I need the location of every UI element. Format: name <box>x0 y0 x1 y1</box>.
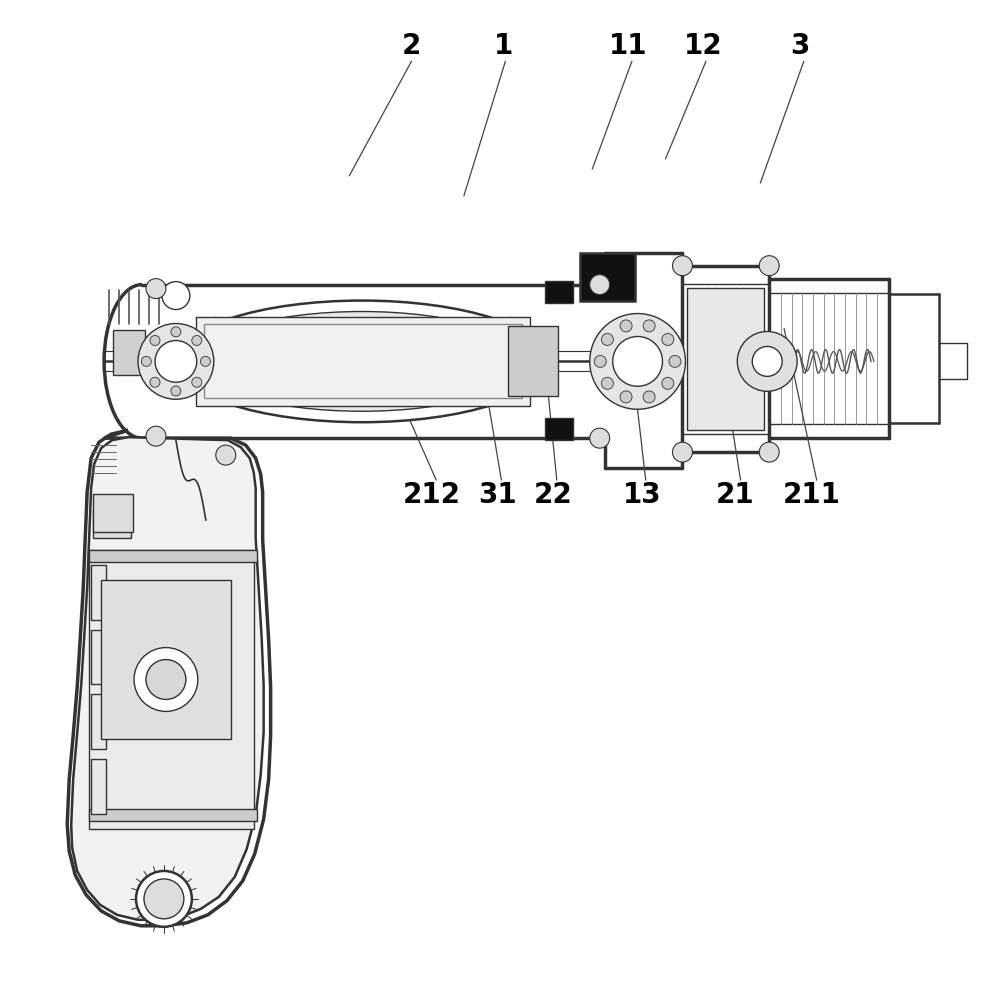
Circle shape <box>170 386 181 396</box>
Circle shape <box>136 871 192 927</box>
Circle shape <box>673 256 693 276</box>
Bar <box>89 809 257 821</box>
Text: 3: 3 <box>790 32 810 60</box>
Circle shape <box>170 327 181 337</box>
Polygon shape <box>71 437 264 920</box>
Circle shape <box>162 282 190 310</box>
Circle shape <box>142 356 152 366</box>
Circle shape <box>669 355 681 367</box>
Circle shape <box>590 314 686 409</box>
Text: 22: 22 <box>533 481 572 509</box>
Bar <box>93 494 133 532</box>
Text: 212: 212 <box>402 481 460 509</box>
Circle shape <box>155 341 197 382</box>
Bar <box>91 630 106 684</box>
Circle shape <box>150 336 160 345</box>
Bar <box>89 550 254 829</box>
Circle shape <box>216 445 236 465</box>
Bar <box>91 565 106 620</box>
Circle shape <box>620 391 632 403</box>
Circle shape <box>590 428 609 448</box>
Text: 2: 2 <box>401 32 421 60</box>
Bar <box>101 580 231 739</box>
Text: 31: 31 <box>479 481 516 509</box>
Circle shape <box>144 879 184 919</box>
Circle shape <box>150 377 160 387</box>
Circle shape <box>737 331 797 391</box>
Ellipse shape <box>175 301 548 422</box>
Circle shape <box>643 391 655 403</box>
Circle shape <box>595 355 606 367</box>
Bar <box>91 694 106 749</box>
Circle shape <box>620 320 632 332</box>
Bar <box>91 759 106 814</box>
Circle shape <box>662 333 674 345</box>
Text: 13: 13 <box>622 481 661 509</box>
Circle shape <box>752 346 782 376</box>
Ellipse shape <box>198 312 525 411</box>
Text: 11: 11 <box>608 32 647 60</box>
Circle shape <box>662 377 674 389</box>
Circle shape <box>200 356 210 366</box>
Circle shape <box>192 377 202 387</box>
Circle shape <box>146 426 165 446</box>
Circle shape <box>146 660 186 699</box>
Bar <box>688 288 764 430</box>
Text: 12: 12 <box>684 32 722 60</box>
Circle shape <box>602 333 613 345</box>
Bar <box>89 550 257 562</box>
Circle shape <box>192 336 202 345</box>
Bar <box>545 281 573 303</box>
Bar <box>204 324 522 398</box>
Circle shape <box>673 442 693 462</box>
Circle shape <box>138 323 214 399</box>
Text: 21: 21 <box>716 481 754 509</box>
Circle shape <box>759 256 779 276</box>
Text: 211: 211 <box>783 481 840 509</box>
Circle shape <box>602 377 613 389</box>
Text: 1: 1 <box>494 32 513 60</box>
Polygon shape <box>67 430 271 926</box>
Circle shape <box>134 648 198 711</box>
Bar <box>93 510 131 538</box>
Circle shape <box>590 275 609 295</box>
Circle shape <box>759 442 779 462</box>
Circle shape <box>643 320 655 332</box>
Circle shape <box>146 279 165 299</box>
Bar <box>196 317 530 406</box>
Circle shape <box>612 336 663 386</box>
Bar <box>545 418 573 440</box>
Bar <box>508 326 558 396</box>
Bar <box>580 253 634 301</box>
Bar <box>113 330 145 375</box>
